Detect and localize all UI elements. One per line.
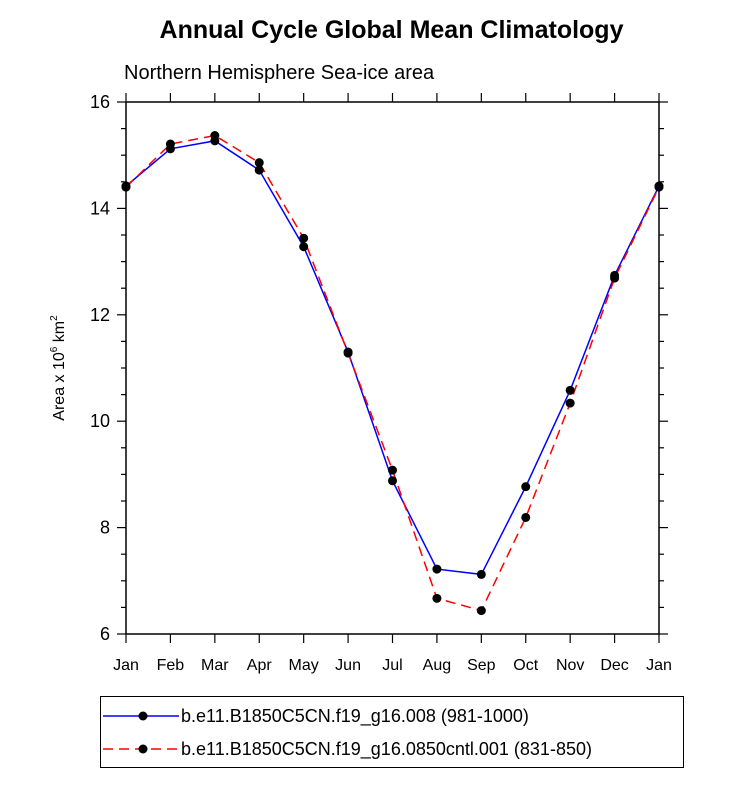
y-axis-label-prefix: Area x 10 [51, 352, 68, 421]
x-tick-label: Sep [467, 657, 496, 674]
x-tick-label: Dec [600, 657, 628, 674]
x-tick-label: Jan [646, 657, 672, 674]
series-2-point [610, 273, 620, 283]
series-2-point [432, 593, 442, 603]
series-line-1 [125, 140, 660, 576]
y-axis-label-unit: km [51, 321, 68, 347]
series-1-point [254, 165, 264, 175]
series-2-point [254, 158, 264, 168]
series-2-point [121, 182, 131, 192]
series-1-point [388, 476, 397, 486]
legend-label-1: b.e11.B1850C5CN.f19_g16.008 (981-1000) [181, 705, 529, 726]
y-tick-label: 14 [90, 198, 110, 218]
y-tick-label: 10 [90, 411, 110, 431]
y-tick-label: 6 [100, 624, 110, 644]
x-tick-label: Mar [201, 657, 229, 674]
x-tick-label: Jul [382, 657, 402, 674]
legend-item-2: b.e11.B1850C5CN.f19_g16.0850cntl.001 (83… [101, 733, 592, 765]
x-tick-label: Apr [247, 657, 273, 674]
series-1-point [476, 569, 486, 579]
chart-subtitle: Northern Hemisphere Sea-ice area [124, 62, 435, 84]
legend-item-1: b.e11.B1850C5CN.f19_g16.008 (981-1000) [101, 700, 529, 732]
x-tick-label: Oct [513, 657, 538, 674]
legend-label-2: b.e11.B1850C5CN.f19_g16.0850cntl.001 (83… [181, 738, 592, 759]
legend-swatch-2 [103, 744, 179, 754]
x-tick-label: Jan [113, 657, 139, 674]
series-2-point [343, 348, 353, 358]
series-2-point [476, 606, 486, 616]
series-2-point [521, 512, 531, 522]
series-1-point [299, 242, 309, 252]
legend-swatch-1 [103, 711, 179, 721]
series-2-point [165, 139, 175, 149]
legend: b.e11.B1850C5CN.f19_g16.008 (981-1000) b… [100, 696, 684, 768]
y-axis-label: Area x 106 km2 [49, 315, 68, 421]
series-2-point [654, 182, 664, 192]
series-line-2 [125, 134, 660, 612]
x-tick-label: Feb [157, 657, 185, 674]
x-tick-label: Jun [335, 657, 361, 674]
series-2-point [210, 131, 220, 141]
x-tick-label: Aug [423, 657, 451, 674]
y-tick-label: 12 [90, 305, 110, 325]
series-1-point [521, 482, 531, 492]
x-tick-label: May [289, 657, 319, 674]
series-2-point [299, 233, 309, 243]
series-1-point [565, 385, 575, 395]
series-2-point [388, 465, 397, 475]
y-axis-label-exp1: 6 [49, 346, 60, 352]
y-axis-label-exp2: 2 [49, 315, 60, 321]
y-tick-label: 8 [100, 518, 110, 538]
y-tick-label: 16 [90, 92, 110, 112]
x-tick-label: Nov [556, 657, 584, 674]
series-2-point [565, 398, 575, 408]
series-1-point [432, 564, 442, 574]
chart-title: Annual Cycle Global Mean Climatology [159, 16, 624, 44]
